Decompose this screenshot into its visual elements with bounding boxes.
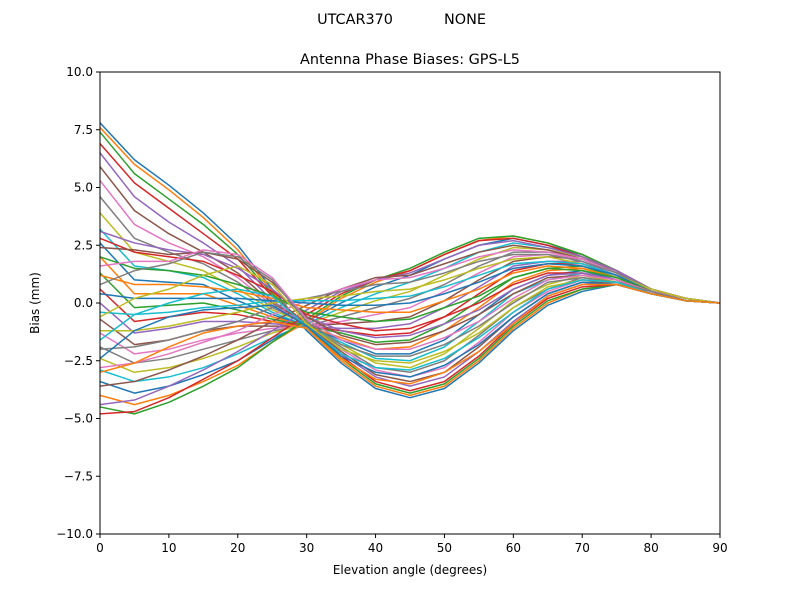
series-line-azimuth-24 bbox=[99, 239, 721, 406]
series-line-azimuth-30 bbox=[99, 262, 721, 307]
y-axis-ticks: −10.0 −7.5 −5.0 −2.5 0.0 2.5 5.0 7.5 10.0 bbox=[56, 65, 100, 541]
suptitle-radome: NONE bbox=[444, 12, 486, 28]
x-axis-ticks: 0 10 20 30 40 50 60 70 80 90 bbox=[96, 534, 728, 555]
y-axis-label: Bias (mm) bbox=[28, 272, 42, 334]
x-tick-label: 40 bbox=[368, 541, 383, 555]
plot-lines bbox=[99, 122, 721, 415]
y-tick-label: 5.0 bbox=[74, 181, 93, 195]
x-tick-label: 80 bbox=[643, 541, 658, 555]
y-tick-label: −2.5 bbox=[64, 354, 93, 368]
series-line-azimuth-39 bbox=[99, 279, 721, 371]
y-tick-label: 0.0 bbox=[74, 296, 93, 310]
y-tick-label: −10.0 bbox=[56, 527, 93, 541]
suptitle-station: UTCAR370 bbox=[317, 12, 393, 28]
y-tick-label: 2.5 bbox=[74, 238, 93, 252]
x-tick-label: 70 bbox=[575, 541, 590, 555]
x-tick-label: 20 bbox=[230, 541, 245, 555]
series-line-azimuth-36 bbox=[99, 249, 721, 350]
x-tick-label: 10 bbox=[161, 541, 176, 555]
series-line-azimuth-27 bbox=[99, 253, 721, 350]
x-axis-label: Elevation angle (degrees) bbox=[333, 563, 487, 577]
x-tick-label: 30 bbox=[299, 541, 314, 555]
x-tick-label: 0 bbox=[96, 541, 104, 555]
series-line-azimuth-41 bbox=[99, 283, 721, 385]
y-tick-label: 7.5 bbox=[74, 123, 93, 137]
x-tick-label: 60 bbox=[506, 541, 521, 555]
y-tick-label: −7.5 bbox=[64, 469, 93, 483]
chart-title: Antenna Phase Biases: GPS-L5 bbox=[300, 52, 520, 68]
x-tick-label: 90 bbox=[712, 541, 727, 555]
y-tick-label: 10.0 bbox=[66, 65, 93, 79]
y-tick-label: −5.0 bbox=[64, 412, 93, 426]
x-tick-label: 50 bbox=[437, 541, 452, 555]
